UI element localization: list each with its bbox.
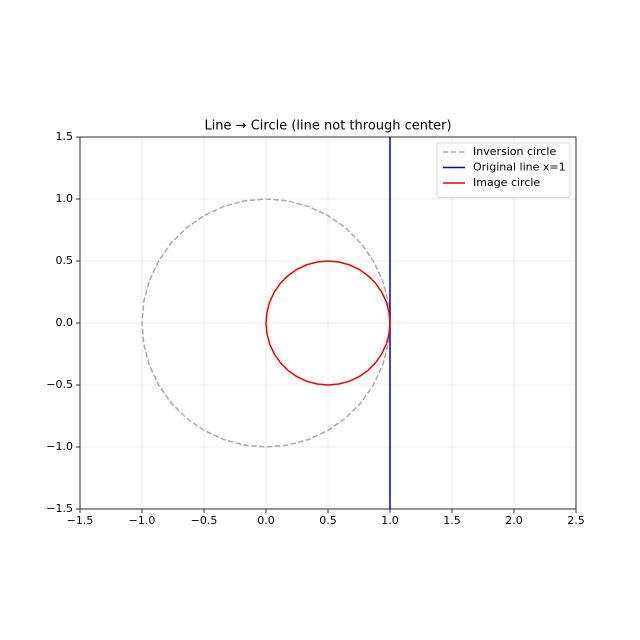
x-tick-label: −0.5 (191, 514, 218, 527)
legend-box (436, 142, 571, 198)
x-tick-label: 1.5 (443, 514, 461, 527)
x-tick-label: 2.0 (505, 514, 523, 527)
series-line (141, 198, 391, 448)
legend-label: Image circle (473, 176, 540, 189)
x-tick-label: 1.0 (381, 514, 399, 527)
y-tick-label: 0.0 (56, 316, 74, 329)
y-tick-label: 0.5 (56, 254, 74, 267)
y-tick-label: −0.5 (46, 378, 73, 391)
y-tick-label: −1.5 (46, 502, 73, 515)
axes-frame (79, 136, 577, 510)
legend-label: Inversion circle (473, 145, 556, 158)
y-tick-label: 1.5 (56, 130, 74, 143)
series-line (265, 260, 391, 386)
legend-label: Original line x=1 (473, 161, 566, 174)
y-tick-label: −1.0 (46, 440, 73, 453)
x-tick-label: −1.5 (67, 514, 94, 527)
x-tick-label: 0.0 (257, 514, 275, 527)
chart-title: Line → Circle (line not through center) (204, 119, 451, 134)
x-tick-label: 2.5 (567, 514, 585, 527)
y-tick-label: 1.0 (56, 192, 74, 205)
x-tick-label: −1.0 (129, 514, 156, 527)
x-tick-label: 0.5 (319, 514, 337, 527)
